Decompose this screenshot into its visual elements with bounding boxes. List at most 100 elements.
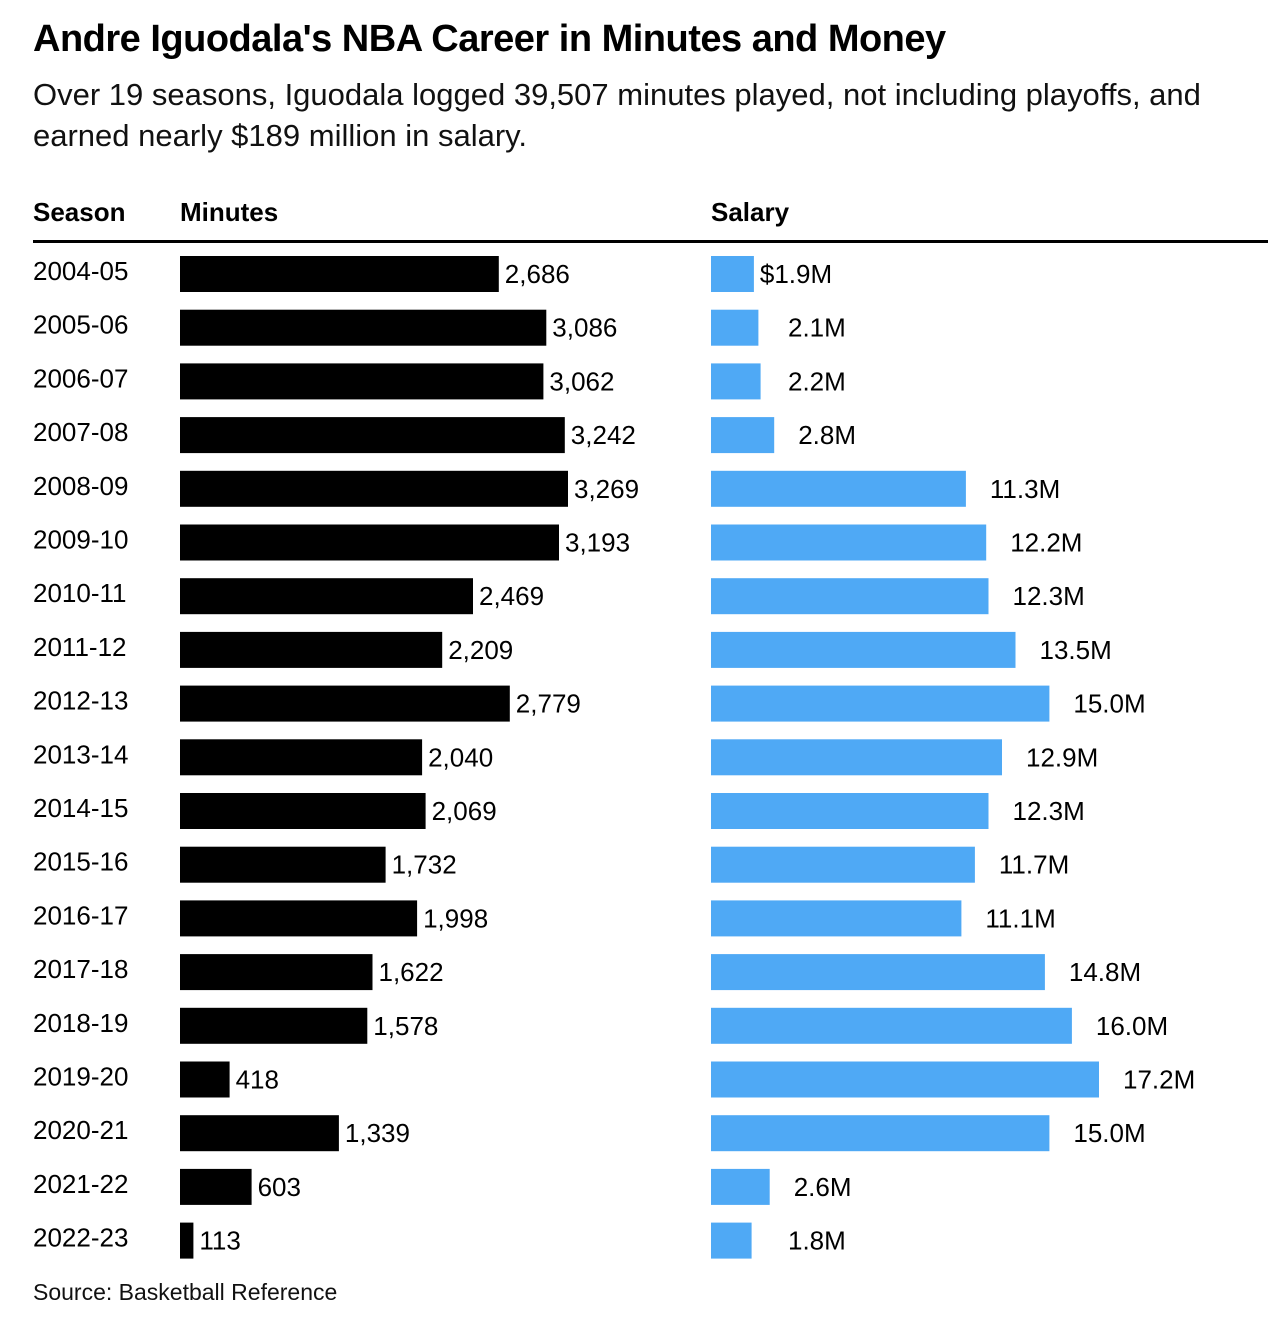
salary-bar: [711, 1168, 770, 1205]
minutes-bar: [180, 1222, 194, 1259]
minutes-value-label: 3,086: [552, 313, 617, 343]
minutes-bar: [180, 417, 565, 454]
salary-value-label: 11.3M: [990, 474, 1060, 504]
minutes-value-label: 3,193: [565, 528, 630, 558]
minutes-bar: [180, 739, 423, 776]
salary-bar: [711, 1222, 752, 1259]
season-label: 2016-17: [33, 900, 128, 930]
minutes-value-label: 1,622: [379, 957, 444, 987]
salary-bar: [711, 417, 775, 454]
season-label: 2009-10: [33, 525, 128, 555]
salary-bar: [711, 1007, 1072, 1044]
salary-value-label: 16.0M: [1096, 1011, 1168, 1041]
minutes-value-label: 2,209: [448, 635, 513, 665]
minutes-bar: [180, 631, 443, 668]
season-label: 2011-12: [33, 632, 127, 662]
salary-value-label: 13.5M: [1040, 635, 1112, 665]
salary-bar: [711, 363, 761, 400]
salary-value-label: 14.8M: [1069, 957, 1141, 987]
salary-value-label: 2.2M: [788, 366, 846, 396]
season-label: 2021-22: [33, 1169, 128, 1199]
minutes-bar: [180, 256, 499, 292]
salary-value-label: 12.3M: [1013, 581, 1085, 611]
salary-bar: [711, 256, 754, 292]
salary-value-label: 17.2M: [1123, 1065, 1195, 1095]
season-label: 2018-19: [33, 1008, 128, 1038]
season-label: 2010-11: [33, 578, 127, 608]
minutes-value-label: 3,269: [574, 474, 639, 504]
salary-bar: [711, 1061, 1099, 1098]
minutes-bar: [180, 954, 373, 991]
salary-value-label: $1.9M: [760, 259, 832, 289]
season-label: 2022-23: [33, 1223, 128, 1253]
salary-value-label: 12.2M: [1010, 528, 1082, 558]
minutes-bar: [180, 793, 426, 829]
minutes-value-label: 2,779: [516, 689, 581, 719]
salary-value-label: 11.7M: [999, 850, 1069, 880]
minutes-value-label: 1,578: [373, 1011, 438, 1041]
season-label: 2004-05: [33, 256, 128, 286]
salary-bar: [711, 954, 1045, 991]
season-label: 2008-09: [33, 471, 128, 501]
minutes-value-label: 3,062: [549, 366, 614, 396]
minutes-value-label: 2,069: [432, 796, 497, 826]
salary-value-label: 2.1M: [788, 313, 846, 343]
salary-bar: [711, 578, 989, 615]
minutes-value-label: 2,040: [428, 742, 493, 772]
salary-bar: [711, 739, 1002, 776]
salary-bar: [711, 793, 989, 829]
minutes-bar: [180, 900, 418, 937]
salary-value-label: 1.8M: [788, 1226, 846, 1256]
minutes-value-label: 2,469: [479, 581, 544, 611]
minutes-value-label: 1,998: [423, 903, 488, 933]
salary-bar: [711, 1115, 1050, 1152]
minutes-value-label: 1,732: [392, 850, 457, 880]
minutes-value-label: 2,686: [505, 259, 570, 289]
minutes-bar: [180, 363, 544, 400]
salary-bar: [711, 470, 966, 507]
minutes-bar: [180, 1168, 252, 1205]
salary-bar: [711, 309, 759, 346]
chart-subtitle: Over 19 seasons, Iguodala logged 39,507 …: [33, 77, 1201, 153]
salary-value-label: 15.0M: [1073, 1118, 1145, 1148]
salary-value-label: 12.9M: [1026, 742, 1098, 772]
salary-column-header: Salary: [711, 197, 790, 227]
season-label: 2017-18: [33, 954, 128, 984]
minutes-bar: [180, 1061, 230, 1098]
minutes-bar: [180, 309, 547, 346]
season-label: 2006-07: [33, 363, 128, 393]
header-rule: [33, 240, 1268, 243]
season-label: 2015-16: [33, 847, 128, 877]
season-label: 2020-21: [33, 1115, 128, 1145]
salary-bar: [711, 631, 1016, 668]
minutes-value-label: 418: [236, 1065, 279, 1095]
salary-bar: [711, 524, 987, 561]
season-label: 2012-13: [33, 686, 128, 716]
minutes-bar: [180, 524, 559, 561]
salary-value-label: 2.8M: [798, 420, 856, 450]
minutes-value-label: 603: [258, 1172, 301, 1202]
minutes-bar: [180, 685, 510, 722]
salary-value-label: 2.6M: [794, 1172, 852, 1202]
season-label: 2014-15: [33, 793, 128, 823]
salary-bar: [711, 900, 962, 937]
minutes-bar: [180, 470, 568, 507]
season-label: 2019-20: [33, 1062, 128, 1092]
minutes-column-header: Minutes: [180, 197, 279, 227]
salary-bar: [711, 846, 975, 883]
season-label: 2013-14: [33, 739, 128, 769]
salary-bar: [711, 685, 1050, 722]
source-note: Source: Basketball Reference: [33, 1279, 338, 1305]
minutes-value-label: 1,339: [345, 1118, 410, 1148]
minutes-bar: [180, 846, 386, 883]
salary-value-label: 15.0M: [1073, 689, 1145, 719]
minutes-bar: [180, 578, 473, 615]
minutes-value-label: 113: [199, 1226, 240, 1256]
minutes-bar: [180, 1115, 339, 1152]
season-label: 2007-08: [33, 417, 128, 447]
minutes-bar: [180, 1007, 368, 1044]
salary-value-label: 11.1M: [985, 903, 1055, 933]
salary-value-label: 12.3M: [1013, 796, 1085, 826]
season-label: 2005-06: [33, 310, 128, 340]
